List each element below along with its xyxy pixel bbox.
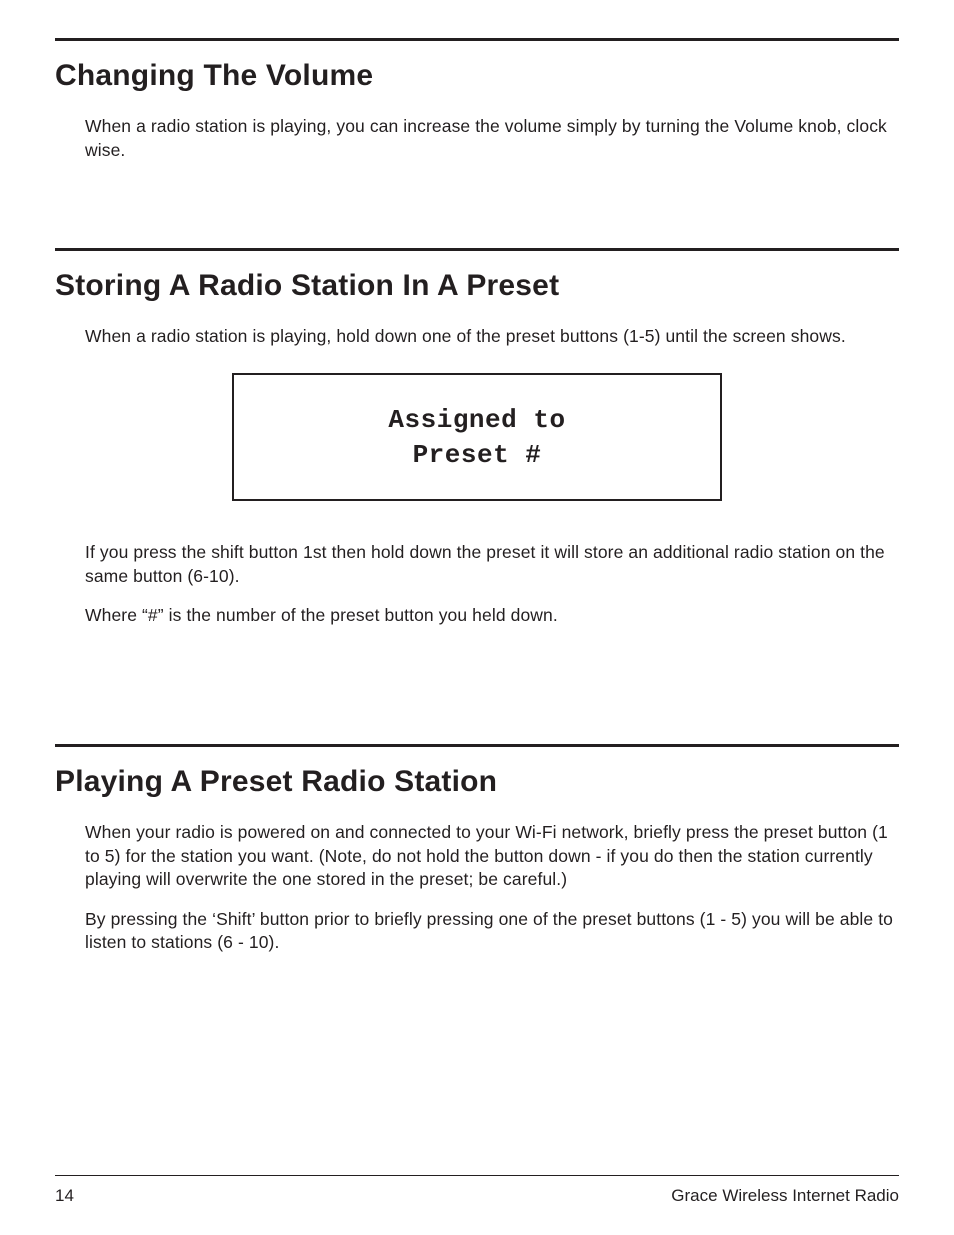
lcd-display-box: Assigned to Preset # bbox=[232, 373, 722, 501]
page-number: 14 bbox=[55, 1186, 74, 1206]
section-heading-volume: Changing The Volume bbox=[55, 59, 899, 93]
lcd-line-2: Preset # bbox=[244, 438, 710, 473]
section-rule bbox=[55, 38, 899, 41]
page-content: Changing The Volume When a radio station… bbox=[55, 38, 899, 971]
body-paragraph: Where “#” is the number of the preset bu… bbox=[85, 604, 899, 628]
section-rule bbox=[55, 744, 899, 747]
body-paragraph: When a radio station is playing, hold do… bbox=[85, 325, 899, 349]
lcd-line-1: Assigned to bbox=[244, 403, 710, 438]
body-paragraph: When a radio station is playing, you can… bbox=[85, 115, 899, 162]
section-heading-playing: Playing A Preset Radio Station bbox=[55, 765, 899, 799]
spacer bbox=[55, 178, 899, 248]
page-footer: 14 Grace Wireless Internet Radio bbox=[55, 1175, 899, 1206]
doc-title: Grace Wireless Internet Radio bbox=[671, 1186, 899, 1206]
body-paragraph: By pressing the ‘Shift’ button prior to … bbox=[85, 908, 899, 955]
section-heading-storing: Storing A Radio Station In A Preset bbox=[55, 269, 899, 303]
body-paragraph: When your radio is powered on and connec… bbox=[85, 821, 899, 892]
spacer bbox=[55, 644, 899, 744]
section-rule bbox=[55, 248, 899, 251]
body-paragraph: If you press the shift button 1st then h… bbox=[85, 541, 899, 588]
